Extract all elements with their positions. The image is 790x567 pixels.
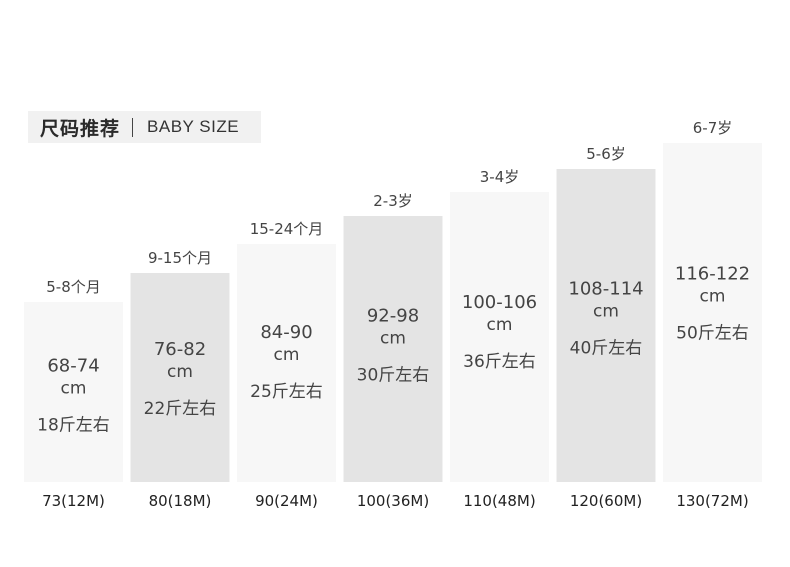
age-label: 5-8个月 xyxy=(46,278,101,296)
height-range-label: 100-106 xyxy=(462,292,537,313)
size-bar xyxy=(450,192,549,482)
height-range-label: 76-82 xyxy=(154,339,206,360)
height-range-label: 108-114 xyxy=(568,278,643,299)
size-tick-label: 80(18M) xyxy=(149,492,212,510)
header-subtitle: BABY SIZE xyxy=(147,117,240,136)
weight-label: 30斤左右 xyxy=(357,366,430,386)
size-bar xyxy=(237,244,336,482)
size-bar xyxy=(130,273,230,482)
size-chart-header: 尺码推荐 BABY SIZE xyxy=(28,111,261,143)
height-range-label: 84-90 xyxy=(260,322,312,343)
weight-label: 25斤左右 xyxy=(250,382,323,402)
size-tick-label: 90(24M) xyxy=(255,492,318,510)
age-label: 15-24个月 xyxy=(250,220,324,238)
height-unit-label: cm xyxy=(593,301,619,321)
weight-label: 22斤左右 xyxy=(144,399,217,419)
header-title: 尺码推荐 xyxy=(40,117,121,140)
size-tick-label: 73(12M) xyxy=(42,492,105,510)
size-tick-label: 100(36M) xyxy=(357,492,429,510)
weight-label: 40斤左右 xyxy=(570,338,643,358)
height-unit-label: cm xyxy=(700,286,726,306)
size-tick-label: 110(48M) xyxy=(463,492,535,510)
header-divider xyxy=(132,117,134,137)
weight-label: 36斤左右 xyxy=(463,352,536,372)
size-bar xyxy=(24,302,123,482)
age-label: 2-3岁 xyxy=(373,192,413,210)
weight-label: 18斤左右 xyxy=(37,416,110,436)
age-label: 6-7岁 xyxy=(693,119,733,137)
size-bar xyxy=(556,169,656,482)
height-unit-label: cm xyxy=(61,379,87,399)
height-unit-label: cm xyxy=(380,329,406,349)
height-range-label: 92-98 xyxy=(367,306,419,327)
size-tick-label: 130(72M) xyxy=(676,492,748,510)
age-label: 5-6岁 xyxy=(586,145,626,163)
size-tick-label: 120(60M) xyxy=(570,492,642,510)
height-range-label: 116-122 xyxy=(675,263,750,284)
weight-label: 50斤左右 xyxy=(676,323,749,343)
age-label: 3-4岁 xyxy=(480,168,520,186)
age-label: 9-15个月 xyxy=(148,249,212,267)
height-unit-label: cm xyxy=(274,345,300,365)
size-bar xyxy=(343,216,443,482)
height-unit-label: cm xyxy=(487,315,513,335)
height-unit-label: cm xyxy=(167,362,193,382)
size-bar xyxy=(663,143,762,482)
height-range-label: 68-74 xyxy=(47,356,99,377)
